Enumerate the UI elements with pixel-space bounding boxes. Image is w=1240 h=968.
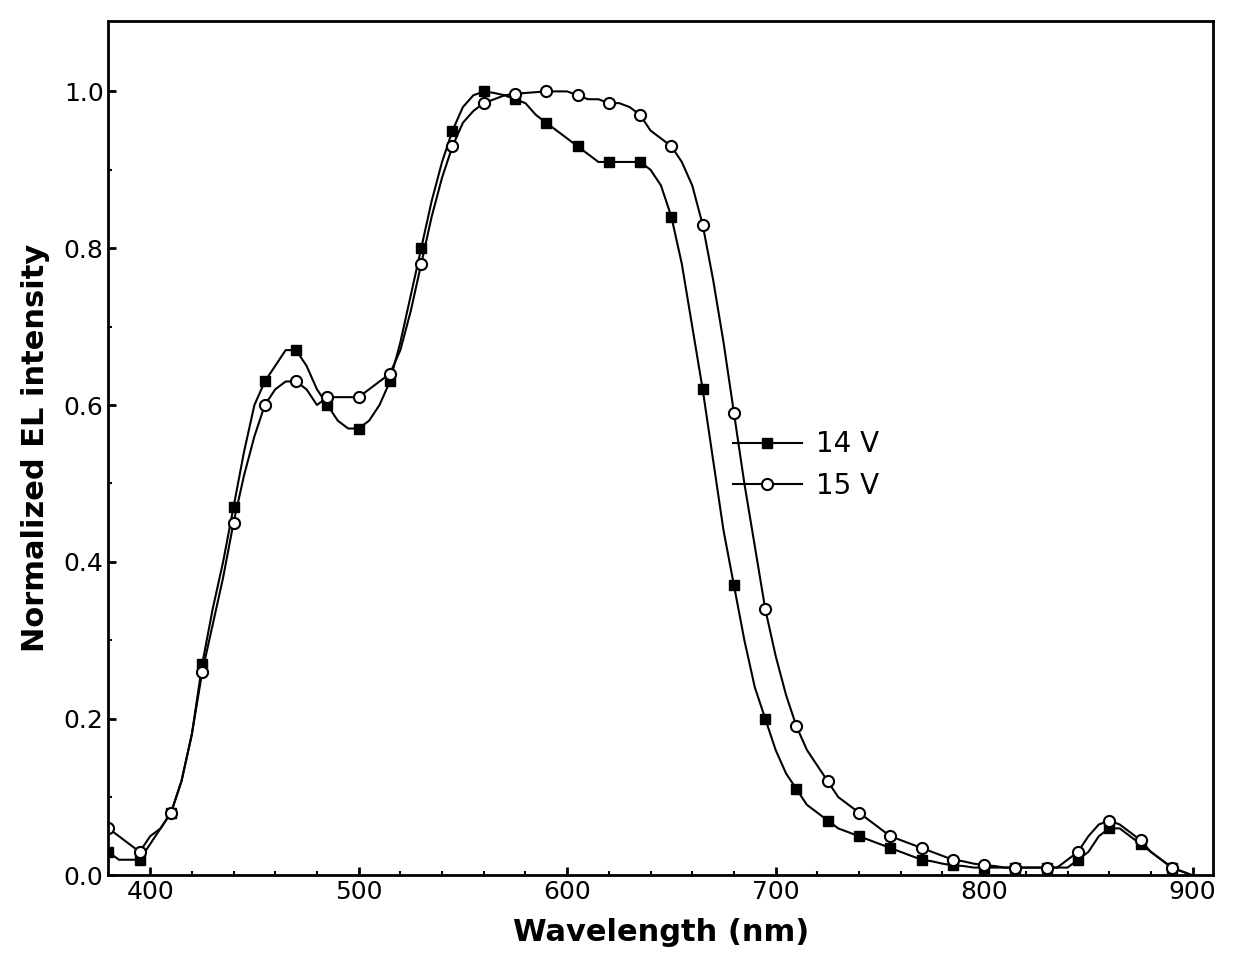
15 V bbox=[100, 823, 115, 834]
Y-axis label: Normalized EL intensity: Normalized EL intensity bbox=[21, 244, 50, 652]
14 V bbox=[580, 148, 595, 160]
Legend: 14 V, 15 V: 14 V, 15 V bbox=[722, 419, 890, 511]
15 V bbox=[112, 831, 126, 842]
14 V bbox=[112, 854, 126, 865]
14 V bbox=[1185, 869, 1200, 881]
X-axis label: Wavelength (nm): Wavelength (nm) bbox=[513, 919, 808, 947]
Line: 14 V: 14 V bbox=[104, 86, 1198, 880]
15 V bbox=[580, 94, 595, 106]
14 V bbox=[904, 850, 919, 862]
15 V bbox=[1174, 865, 1189, 877]
14 V bbox=[476, 85, 491, 97]
14 V bbox=[247, 399, 262, 410]
14 V bbox=[1174, 865, 1189, 877]
15 V bbox=[893, 834, 908, 846]
15 V bbox=[247, 431, 262, 442]
14 V bbox=[893, 846, 908, 858]
15 V bbox=[1185, 869, 1200, 881]
15 V bbox=[904, 838, 919, 850]
15 V bbox=[539, 85, 554, 97]
Line: 15 V: 15 V bbox=[103, 86, 1198, 881]
14 V bbox=[100, 846, 115, 858]
